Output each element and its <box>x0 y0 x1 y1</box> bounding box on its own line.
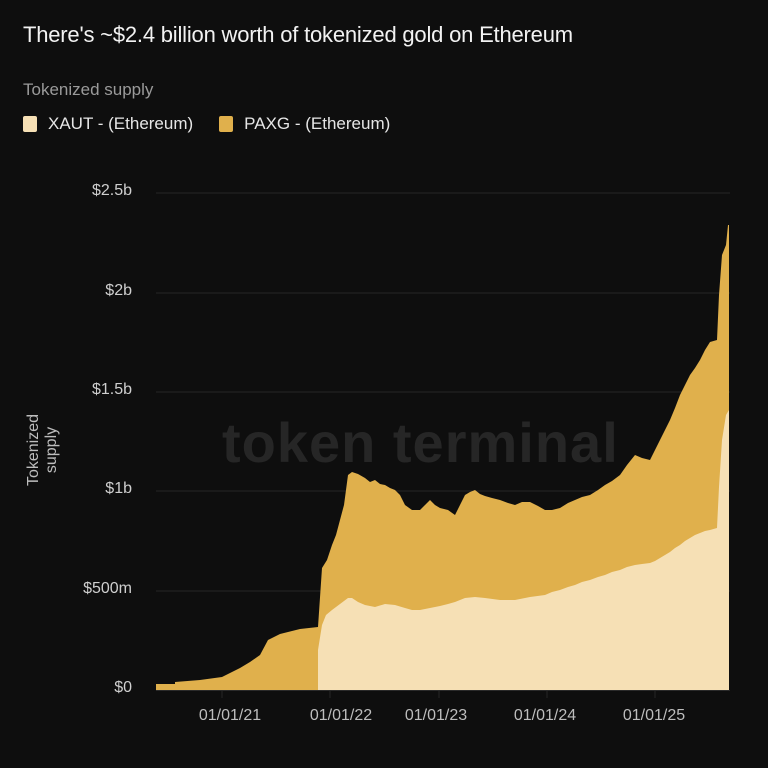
y-tick-0: $0 <box>114 679 132 696</box>
legend-swatch-paxg <box>219 116 234 132</box>
x-tick-2024: 01/01/24 <box>513 707 577 724</box>
legend-item-paxg[interactable]: PAXG - (Ethereum) <box>219 114 390 134</box>
chart-subtitle: Tokenized supply <box>23 80 154 99</box>
paxg-area <box>156 225 729 690</box>
x-tick-2025: 01/01/25 <box>622 707 686 724</box>
x-tick-2021: 01/01/21 <box>198 707 262 724</box>
y-axis-label: Tokenized supply <box>25 413 60 487</box>
y-tick-500m: $500m <box>83 580 132 597</box>
x-tick-2023: 01/01/23 <box>404 707 468 724</box>
legend-label-paxg: PAXG - (Ethereum) <box>244 114 391 133</box>
x-tick-2022: 01/01/22 <box>309 707 373 724</box>
legend: XAUT - (Ethereum) PAXG - (Ethereum) <box>23 114 416 134</box>
y-tick-1b: $1b <box>105 480 132 497</box>
legend-item-xaut[interactable]: XAUT - (Ethereum) <box>23 114 193 134</box>
chart-title: There's ~$2.4 billion worth of tokenized… <box>23 22 573 47</box>
y-tick-2b: $2b <box>105 282 132 299</box>
xaut-area <box>318 410 729 690</box>
y-tick-1-5b: $1.5b <box>91 381 132 398</box>
y-tick-2-5b: $2.5b <box>91 182 132 199</box>
watermark: token terminal <box>222 411 619 474</box>
legend-swatch-xaut <box>23 116 37 132</box>
x-tick-marks <box>221 690 656 698</box>
legend-label-xaut: XAUT - (Ethereum) <box>48 114 194 133</box>
